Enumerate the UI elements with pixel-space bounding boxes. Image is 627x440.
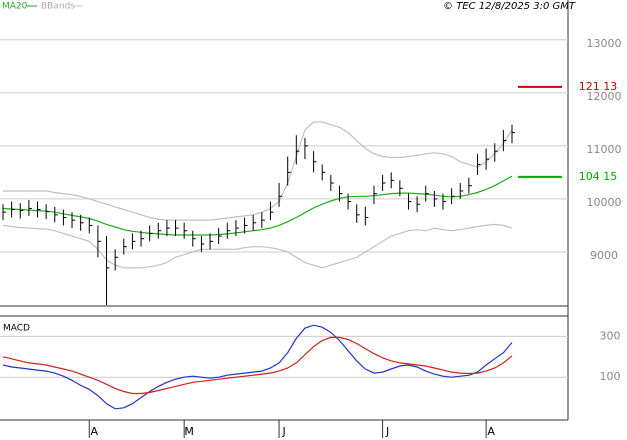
y-tick-label: 12000 [587, 90, 622, 103]
copyright: © TEC 12/8/2025 3:0 GMT [443, 1, 576, 12]
price-marker-label: 104 15 [579, 170, 618, 183]
legend-label: MA20 [2, 2, 28, 12]
bband-upper [3, 121, 513, 221]
y-tick-label: 13000 [587, 37, 622, 50]
macd-line [2, 324, 513, 410]
y-tick-label: 300 [600, 329, 621, 342]
x-tick-label: J [385, 425, 389, 438]
y-tick-label: 100 [600, 370, 621, 383]
x-tick-label: M [184, 425, 194, 438]
y-tick-label: 10000 [587, 196, 622, 209]
ma-line [2, 175, 513, 236]
x-tick-label: A [487, 425, 495, 438]
panel-title: MACD [3, 324, 30, 334]
legend-label: BBands [41, 2, 75, 12]
x-tick-label: A [91, 425, 99, 438]
y-tick-label: 9000 [590, 249, 618, 262]
price-marker-label: 121 13 [579, 80, 618, 93]
y-tick-label: 11000 [587, 143, 622, 156]
bband-lower [2, 223, 513, 269]
macd-line [2, 336, 513, 395]
x-tick-label: J [281, 425, 285, 438]
